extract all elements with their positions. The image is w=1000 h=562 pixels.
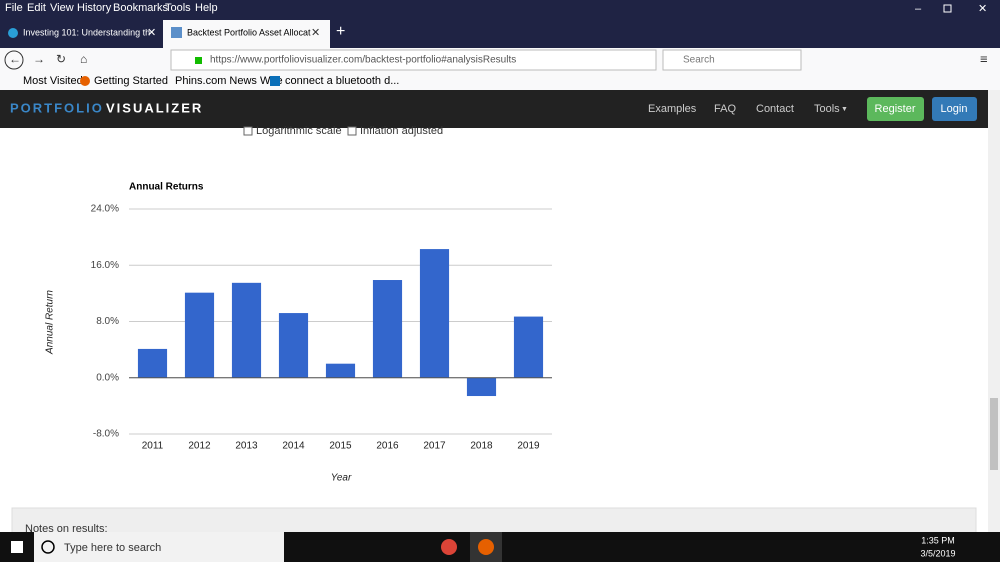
y-axis-label: Annual Return: [45, 290, 56, 355]
home[interactable]: ⌂: [80, 52, 87, 66]
chrome-icon[interactable]: [441, 539, 457, 555]
nav-link[interactable]: Tools: [814, 103, 840, 115]
search-icon: [41, 540, 55, 554]
bookmark[interactable]: Phins.com News Wire: [175, 75, 283, 87]
search-placeholder: Search: [683, 55, 715, 66]
nav-link[interactable]: Contact: [756, 103, 794, 115]
register-label[interactable]: Register: [875, 103, 916, 115]
menu-item[interactable]: Help: [195, 2, 218, 14]
search-box[interactable]: [662, 49, 802, 71]
caret: ▼: [841, 106, 848, 113]
bar: [278, 313, 309, 378]
nav-link[interactable]: FAQ: [714, 103, 736, 115]
bookmark[interactable]: Getting Started: [94, 75, 168, 87]
content: [0, 128, 988, 532]
x-axis-label: Year: [331, 473, 352, 484]
bar: [513, 316, 544, 378]
close[interactable]: ✕: [978, 3, 987, 15]
tab-icon: [8, 28, 18, 38]
x-tick-label: 2019: [517, 441, 540, 452]
checkbox[interactable]: [347, 126, 357, 136]
taskbar-search[interactable]: [34, 532, 284, 562]
firefox-icon: [478, 539, 494, 555]
menu-item[interactable]: View: [50, 2, 74, 14]
bookmark-icon: [270, 76, 280, 86]
y-tick-label: 24.0%: [91, 204, 119, 215]
register-button[interactable]: [867, 97, 924, 121]
brand[interactable]: VISUALIZER: [106, 100, 203, 115]
nav-link[interactable]: Examples: [648, 103, 697, 115]
bookmark-icon: [80, 76, 90, 86]
x-tick-label: 2017: [423, 441, 446, 452]
tab-close[interactable]: ✕: [311, 27, 320, 39]
tab-close[interactable]: ✕: [147, 27, 156, 39]
lock: [195, 57, 202, 64]
option-label: Inflation adjusted: [360, 125, 443, 137]
menu-item[interactable]: Tools: [165, 2, 191, 14]
scroll-thumb[interactable]: [990, 398, 998, 470]
brand[interactable]: PORTFOLIO: [10, 100, 104, 115]
bookmarks-bar: [0, 72, 1000, 90]
notes-title: Notes on results:: [25, 523, 108, 535]
back-arrow: ←: [9, 52, 21, 66]
tab-icon: [171, 27, 182, 38]
bar: [325, 363, 356, 378]
x-tick-label: 2018: [470, 441, 493, 452]
clock-time[interactable]: 1:35 PM: [921, 535, 955, 545]
minimize[interactable]: –: [915, 3, 922, 15]
maximize[interactable]: [943, 4, 952, 13]
tab-title[interactable]: Investing 101: Understanding th: [23, 27, 150, 37]
back[interactable]: [4, 50, 24, 70]
menu-item[interactable]: Bookmarks: [113, 2, 169, 14]
url-bar[interactable]: [170, 49, 657, 71]
y-tick-label: -8.0%: [93, 429, 119, 440]
y-tick-label: 16.0%: [91, 260, 119, 271]
menu-item[interactable]: Edit: [27, 2, 46, 14]
bookmark[interactable]: connect a bluetooth d...: [285, 75, 399, 87]
option-label: Logarithmic scale: [256, 125, 342, 137]
chart-title: Annual Returns: [129, 182, 204, 193]
tab-title[interactable]: Backtest Portfolio Asset Allocat: [187, 27, 311, 37]
bookmark[interactable]: Most Visited: [23, 75, 83, 87]
navbar: [0, 90, 1000, 128]
bar: [419, 249, 450, 378]
menu-bar: [0, 0, 1000, 17]
clock-date[interactable]: 3/5/2019: [920, 548, 955, 558]
menu-item[interactable]: File: [5, 2, 23, 14]
bar: [466, 377, 497, 397]
x-tick-label: 2013: [235, 441, 258, 452]
active-tab[interactable]: [163, 20, 330, 48]
bar: [231, 282, 262, 378]
bar: [372, 280, 403, 378]
login-label[interactable]: Login: [941, 103, 968, 115]
y-tick-label: 8.0%: [96, 316, 119, 327]
menu-item[interactable]: History: [77, 2, 112, 14]
start[interactable]: [11, 541, 23, 553]
y-tick-label: 0.0%: [96, 372, 119, 383]
checkbox[interactable]: [243, 126, 253, 136]
login-button[interactable]: [932, 97, 977, 121]
x-tick-label: 2012: [188, 441, 211, 452]
x-tick-label: 2015: [329, 441, 352, 452]
plot: -8.0% 0.0% 8.0% 16.0% 24.0% 2011 2012 2013 2014 2…: [91, 204, 552, 452]
x-tick-label: 2016: [376, 441, 399, 452]
bar: [137, 348, 168, 378]
x-tick-label: 2014: [282, 441, 305, 452]
x-tick-label: 2011: [142, 441, 164, 452]
new-tab[interactable]: +: [336, 23, 345, 40]
url[interactable]: https://www.portfoliovisualizer.com/back…: [210, 55, 516, 66]
menu: File Edit View History Bookmarks Tools H…: [5, 2, 218, 14]
reload[interactable]: ↻: [56, 52, 66, 66]
menu-button[interactable]: ≡: [980, 51, 988, 66]
forward[interactable]: →: [33, 52, 45, 66]
bar: [184, 292, 215, 378]
taskbar-search-text: Type here to search: [64, 542, 161, 554]
